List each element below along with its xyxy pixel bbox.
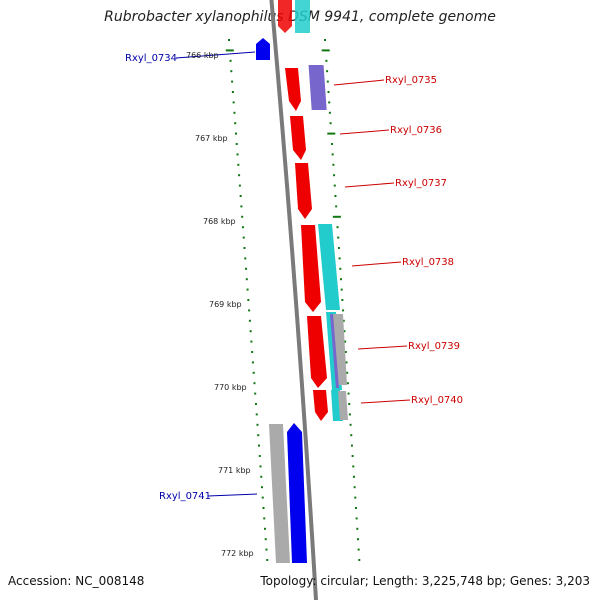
gene-label-rxyl-0739[interactable]: Rxyl_0739 (408, 341, 460, 352)
kbp-label-767: 767 kbp (195, 134, 228, 143)
violet-strip-rxyl-0739 (330, 314, 339, 388)
gene-arrow-rxyl-0737[interactable] (295, 163, 312, 219)
gene-arrow-rxyl-0734[interactable] (256, 38, 270, 60)
gene-arrow-rxyl-0736[interactable] (290, 116, 306, 160)
kbp-label-769: 769 kbp (209, 300, 242, 309)
leader-line-rxyl-0735 (333, 79, 385, 86)
gene-arrow-rxyl-0740[interactable] (313, 390, 328, 421)
kbp-label-770: 770 kbp (214, 383, 247, 392)
cyan-feature-partial-top (295, 0, 310, 33)
gene-arrow-rxyl-0739[interactable] (307, 316, 327, 388)
tick-track-left (225, 39, 269, 561)
leader-line-rxyl-0734 (175, 51, 256, 59)
leader-line-rxyl-0740 (360, 399, 411, 404)
gene-arrow-rxyl-0738[interactable] (301, 225, 321, 312)
grey-feature-rxyl-0741 (269, 424, 290, 563)
kbp-label-771: 771 kbp (218, 466, 251, 475)
gene-label-rxyl-0734[interactable]: Rxyl_0734 (125, 53, 177, 64)
topology-label: Topology: circular; Length: 3,225,748 bp… (260, 574, 590, 588)
leader-line-rxyl-0739 (357, 345, 408, 350)
leader-line-rxyl-0737 (344, 182, 395, 188)
tick-track-right (321, 39, 361, 561)
gene-label-rxyl-0740[interactable]: Rxyl_0740 (411, 395, 463, 406)
violet-feature-rxyl-0735 (308, 65, 327, 110)
gene-arrow-rxyl-0735[interactable] (285, 68, 301, 111)
gene-label-rxyl-0736[interactable]: Rxyl_0736 (390, 125, 442, 136)
leader-line-rxyl-0738 (351, 261, 402, 267)
accession-label: Accession: NC_008148 (8, 574, 145, 588)
gene-label-rxyl-0741[interactable]: Rxyl_0741 (159, 491, 211, 502)
grey-feature-rxyl-0740 (338, 391, 348, 420)
gene-arrow-rxyl-0741[interactable] (287, 423, 307, 563)
gene-label-rxyl-0737[interactable]: Rxyl_0737 (395, 178, 447, 189)
leader-line-rxyl-0741 (207, 493, 258, 497)
gene-label-rxyl-0735[interactable]: Rxyl_0735 (385, 75, 437, 86)
gene-arrow-partial-top (278, 0, 292, 33)
gene-label-rxyl-0738[interactable]: Rxyl_0738 (402, 257, 454, 268)
kbp-label-766: 766 kbp (186, 51, 219, 60)
kbp-label-772: 772 kbp (221, 549, 254, 558)
genome-backbone (269, 0, 318, 600)
kbp-label-768: 768 kbp (203, 217, 236, 226)
cyan-feature-rxyl-0738 (318, 224, 340, 310)
leader-line-rxyl-0736 (339, 129, 390, 135)
